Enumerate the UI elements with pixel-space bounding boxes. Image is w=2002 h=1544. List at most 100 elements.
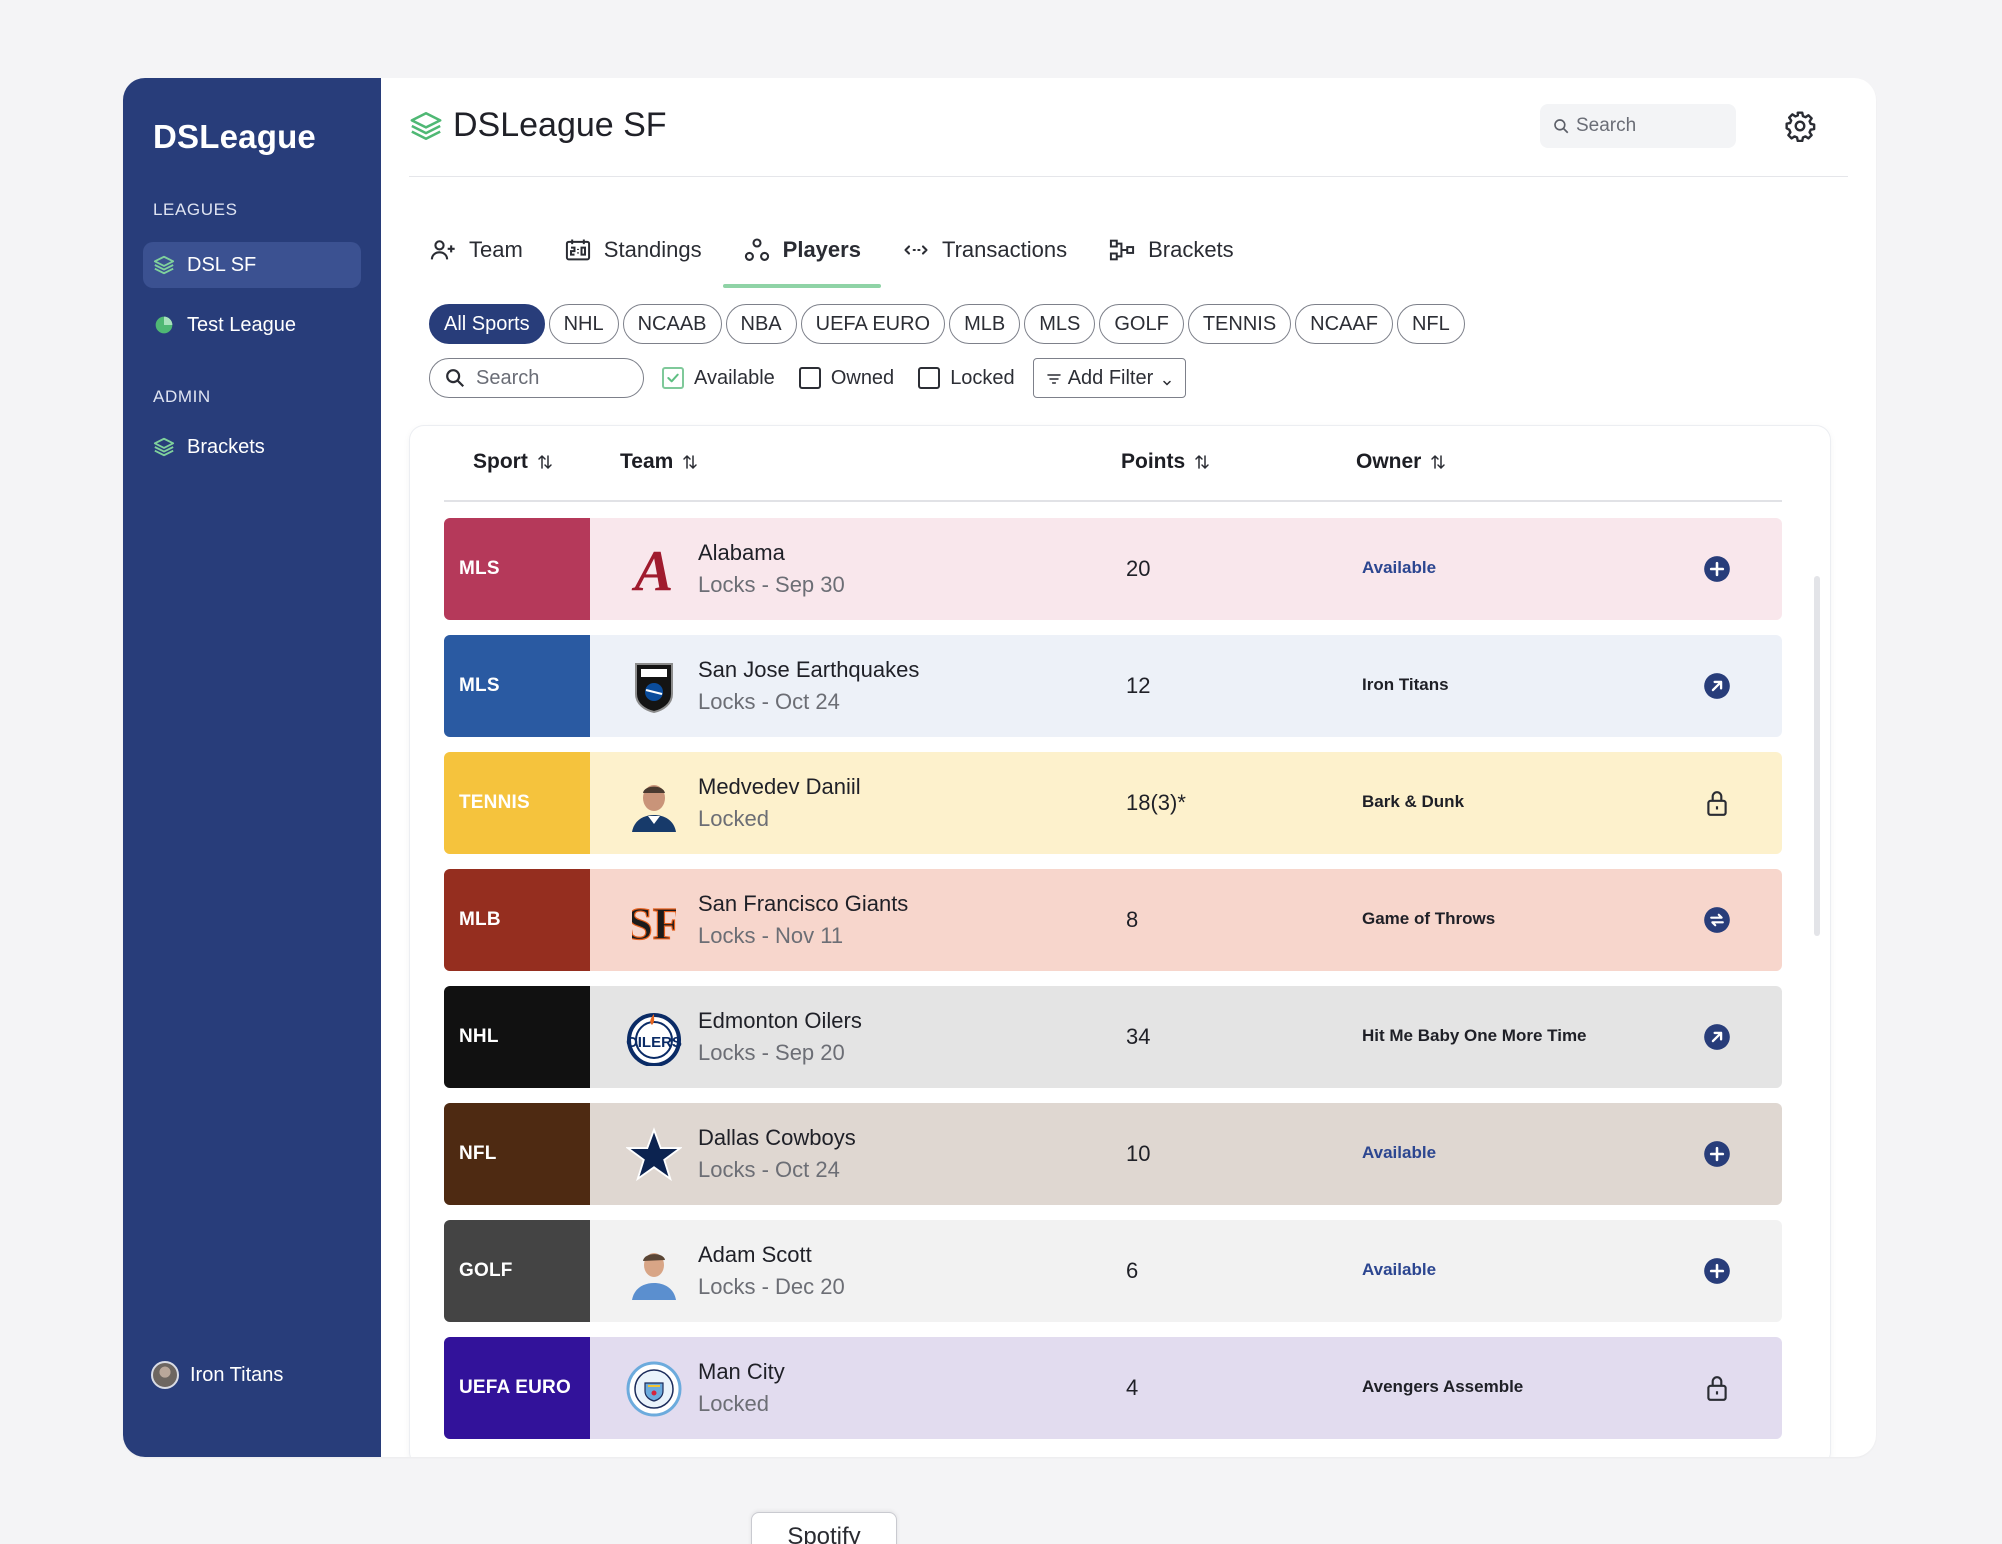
header-search-input[interactable]: Search [1540, 104, 1736, 148]
header-divider [409, 176, 1848, 177]
scoreboard-icon [564, 236, 592, 264]
search-placeholder: Search [1576, 115, 1637, 136]
sport-cell: MLS [444, 518, 590, 620]
add-filter-button[interactable]: Add Filter [1032, 358, 1187, 398]
table-row[interactable]: TENNIS Medvedev Daniil Locked 18(3)* Bar… [444, 752, 1782, 854]
locked-checkbox[interactable]: Locked [918, 367, 1015, 390]
tab-label: Transactions [941, 237, 1068, 262]
tab-brackets[interactable]: Brackets [1108, 228, 1234, 272]
checkbox-checked [662, 367, 684, 389]
svg-text:SF: SF [632, 898, 676, 949]
swap-circle-icon[interactable] [1703, 906, 1731, 934]
plus-circle-icon[interactable] [1703, 1140, 1731, 1168]
chip-uefa-euro[interactable]: UEFA EURO [800, 304, 946, 344]
sidebar-item-brackets[interactable]: Brackets [143, 424, 361, 470]
sidebar-item-test-league[interactable]: Test League [143, 302, 361, 348]
sport-cell: GOLF [444, 1220, 590, 1322]
chip-mlb[interactable]: MLB [949, 304, 1021, 344]
table-row[interactable]: MLS San Jose Earthquakes Locks - Oct 24 … [444, 635, 1782, 737]
checkbox-label: Available [694, 366, 775, 389]
team-lock-date: Locks - Dec 20 [698, 1274, 845, 1299]
table-row[interactable]: GOLF Adam Scott Locks - Dec 20 6 Availab… [444, 1220, 1782, 1322]
tab-label: Standings [603, 237, 702, 262]
sort-owner-header[interactable]: Owner [1356, 450, 1447, 474]
sidebar-item-label: Brackets [187, 435, 265, 458]
search-icon [1552, 117, 1570, 135]
tab-standings[interactable]: Standings [564, 228, 702, 272]
plus-circle-icon[interactable] [1703, 555, 1731, 583]
team-name: Dallas Cowboys [698, 1125, 856, 1150]
sort-points-header[interactable]: Points [1121, 450, 1211, 474]
admin-section-label: ADMIN [153, 387, 211, 406]
sort-icon [536, 452, 554, 472]
arrow-up-right-circle-icon[interactable] [1703, 672, 1731, 700]
team-lock-date: Locks - Sep 30 [698, 572, 845, 597]
layers-icon [153, 436, 175, 458]
leagues-section-label: LEAGUES [153, 200, 238, 219]
checkbox-label: Owned [830, 366, 895, 389]
team-lock-date: Locks - Nov 11 [698, 923, 844, 948]
tab-label: Brackets [1148, 237, 1234, 262]
chip-tennis[interactable]: TENNIS [1187, 304, 1292, 344]
points-value: 10 [1126, 1141, 1151, 1166]
tab-transactions[interactable]: Transactions [902, 228, 1067, 272]
sport-cell: NHL [444, 986, 590, 1088]
chip-nhl[interactable]: NHL [548, 304, 619, 344]
owner-name: Avengers Assemble [1362, 1377, 1524, 1396]
table-row[interactable]: MLS A Alabama Locks - Sep 30 20 Availabl… [444, 518, 1782, 620]
points-value: 6 [1126, 1258, 1139, 1283]
user-add-icon [429, 236, 457, 264]
header-label: Sport [473, 450, 528, 473]
table-row[interactable]: NFL Dallas Cowboys Locks - Oct 24 10 Ava… [444, 1103, 1782, 1205]
lock-icon [1703, 1374, 1731, 1402]
team-lock-date: Locks - Oct 24 [698, 689, 840, 714]
player-search-input[interactable]: Search [429, 358, 644, 398]
sort-icon [1193, 452, 1211, 472]
gear-icon[interactable] [1784, 110, 1816, 143]
players-icon [743, 236, 771, 264]
svg-text:OILERS: OILERS [626, 1034, 682, 1051]
arrows-icon [902, 236, 930, 264]
tab-team[interactable]: Team [429, 228, 523, 272]
table-row[interactable]: MLB SF San Francisco Giants Locks - Nov … [444, 869, 1782, 971]
scrollbar[interactable] [1814, 576, 1820, 936]
chip-golf[interactable]: GOLF [1099, 304, 1184, 344]
tab-players[interactable]: Players [722, 228, 882, 288]
current-user[interactable]: Iron Titans [151, 1361, 283, 1389]
lock-icon [1703, 789, 1731, 817]
chip-ncaaf[interactable]: NCAAF [1295, 304, 1393, 344]
players-table: Sport Team Points Owner ML [410, 426, 1830, 1457]
sidebar-item-dsl-sf[interactable]: DSL SF [143, 242, 361, 288]
points-value: 8 [1126, 907, 1139, 932]
team-name: San Jose Earthquakes [698, 657, 920, 682]
arrow-up-right-circle-icon[interactable] [1703, 1023, 1731, 1051]
points-value: 4 [1126, 1375, 1139, 1400]
table-row[interactable]: NHL OILERS Edmonton Oilers Locks - Sep 2… [444, 986, 1782, 1088]
table-row[interactable]: UEFA EURO Man City Locked 4 Avengers Ass… [444, 1337, 1782, 1439]
owner-name: Hit Me Baby One More Time [1362, 1026, 1587, 1045]
plus-circle-icon[interactable] [1703, 1257, 1731, 1285]
taskbar-spotify-tab[interactable]: Spotify [751, 1512, 897, 1544]
chip-all-sports[interactable]: All Sports [429, 304, 545, 344]
points-value: 18(3)* [1126, 790, 1186, 815]
sort-sport-header[interactable]: Sport [473, 450, 554, 474]
header-label: Points [1121, 450, 1186, 473]
search-placeholder: Search [476, 366, 540, 389]
chip-mls[interactable]: MLS [1024, 304, 1096, 344]
avatar [151, 1361, 179, 1389]
chip-ncaab[interactable]: NCAAB [622, 304, 722, 344]
header-label: Team [620, 450, 674, 473]
chip-nfl[interactable]: NFL [1396, 304, 1465, 344]
brand-logo-text: DSLeague [153, 118, 316, 155]
available-checkbox[interactable]: Available [662, 367, 775, 390]
cowboys-star-logo [626, 1127, 682, 1183]
points-value: 34 [1126, 1024, 1151, 1049]
team-name: Adam Scott [698, 1242, 812, 1267]
filter-bar: Search Available Owned Locked Add Fi [429, 358, 1187, 398]
earthquakes-logo [626, 659, 682, 715]
owned-checkbox[interactable]: Owned [798, 366, 895, 390]
bracket-icon [1108, 236, 1136, 264]
sort-team-header[interactable]: Team [620, 450, 699, 474]
chip-nba[interactable]: NBA [725, 304, 797, 344]
owner-name: Game of Throws [1362, 909, 1496, 928]
